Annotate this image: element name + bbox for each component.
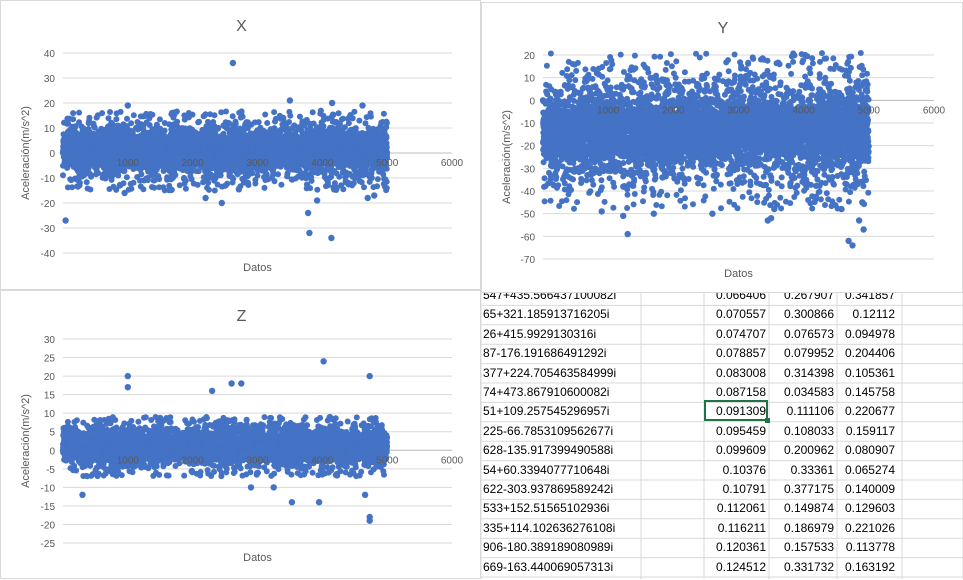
cell-formula[interactable]: 622-303.937869589242i (483, 480, 613, 499)
cell-value-a[interactable]: 0.112061 (703, 499, 766, 518)
cell-value-b[interactable]: 0.149874 (771, 499, 834, 518)
cell-formula[interactable]: 669-163.440069057313i (483, 558, 613, 577)
data-point (264, 120, 270, 126)
cell-value-b[interactable]: 0.034583 (771, 383, 834, 402)
cell-value-a[interactable]: 0.116211 (703, 519, 766, 538)
fill-handle[interactable] (765, 418, 770, 423)
y-tick-label: 10 (44, 124, 56, 135)
cell-value-a[interactable]: 0.083008 (703, 364, 766, 383)
cell-value-c[interactable]: 0.204406 (836, 344, 895, 363)
cell-formula[interactable]: 87-176.191686491292i (483, 344, 606, 363)
y-tick-label: -40 (41, 249, 56, 260)
cell-value-b[interactable]: 0.108033 (771, 422, 834, 441)
cell-value-c[interactable]: 0.080907 (836, 441, 895, 460)
cell-value-a[interactable]: 0.099609 (703, 441, 766, 460)
cell-value-c[interactable]: 0.105361 (836, 364, 895, 383)
cell-value-c[interactable]: 0.159117 (836, 422, 895, 441)
y-tick-label: -30 (41, 224, 56, 235)
y-tick-label: -10 (41, 174, 56, 185)
cell-value-a[interactable]: 0.124512 (703, 558, 766, 577)
cell-value-c[interactable]: 0.163192 (836, 558, 895, 577)
cell-formula[interactable]: 65+321.185913716205i (483, 305, 609, 324)
cell-value-b[interactable]: 0.186979 (771, 519, 834, 538)
cell-value-b[interactable]: 0.079952 (771, 344, 834, 363)
cell-value-a[interactable]: 0.10791 (703, 480, 766, 499)
cell-value-b[interactable]: 0.331732 (771, 558, 834, 577)
cell-value-c[interactable]: 0.145758 (836, 383, 895, 402)
cell-value-b[interactable]: 0.111106 (771, 402, 834, 421)
y-tick-label: 30 (44, 74, 56, 85)
cell-value-c[interactable]: 0.113778 (836, 538, 895, 557)
cell-formula[interactable]: 335+114.102636276108i (483, 519, 615, 538)
cell-value-c[interactable]: 0.12112 (836, 305, 895, 324)
cell-value-b[interactable]: 0.377175 (771, 480, 834, 499)
cell-value-a[interactable]: 0.070557 (703, 305, 766, 324)
scatter-points (60, 60, 390, 241)
cell-formula[interactable]: 54+60.3394077710648i (483, 461, 609, 480)
cell-formula[interactable]: 628-135.917399490588i (483, 441, 613, 460)
cell-value-c[interactable]: 0.140009 (836, 480, 895, 499)
cell-value-c[interactable]: 0.220677 (836, 402, 895, 421)
cell-value-a[interactable]: 0.078857 (703, 344, 766, 363)
cell-value-b[interactable]: 0.300866 (771, 305, 834, 324)
cell-value-a[interactable]: 0.095459 (703, 422, 766, 441)
cell-value-c[interactable]: 0.221026 (836, 519, 895, 538)
cell-value-c[interactable]: 0.065274 (836, 461, 895, 480)
cell-formula[interactable]: 74+473.867910600082i (483, 383, 609, 402)
cell-value-a[interactable]: 0.074707 (703, 325, 766, 344)
cell-value-b[interactable]: 0.33361 (771, 461, 834, 480)
selected-cell[interactable] (704, 400, 768, 421)
cell-formula[interactable]: 51+109.257545296957i (483, 402, 609, 421)
y-tick-label: 0 (49, 149, 55, 160)
cell-formula[interactable]: 906-180.389189080989i (483, 538, 613, 557)
cell-formula[interactable]: 533+152.51565102936i (483, 499, 609, 518)
cell-formula[interactable]: 225-66.7853109562677i (483, 422, 613, 441)
cell-formula[interactable]: 377+224.705463584999i (483, 364, 616, 383)
y-tick-label: 20 (44, 99, 56, 110)
cell-value-a[interactable]: 0.10376 (703, 461, 766, 480)
cell-formula[interactable]: 26+415.9929130316i (483, 325, 596, 344)
cell-value-b[interactable]: 0.200962 (771, 441, 834, 460)
chart-title: X (236, 18, 247, 35)
cell-value-c[interactable]: 0.129603 (836, 499, 895, 518)
y-tick-label: -20 (41, 199, 56, 210)
cell-value-c[interactable]: 0.094978 (836, 325, 895, 344)
cell-value-b[interactable]: 0.076573 (771, 325, 834, 344)
y-tick-label: 40 (44, 49, 56, 60)
cell-value-b[interactable]: 0.157533 (771, 538, 834, 557)
cell-value-a[interactable]: 0.120361 (703, 538, 766, 557)
cell-value-b[interactable]: 0.314398 (771, 364, 834, 383)
